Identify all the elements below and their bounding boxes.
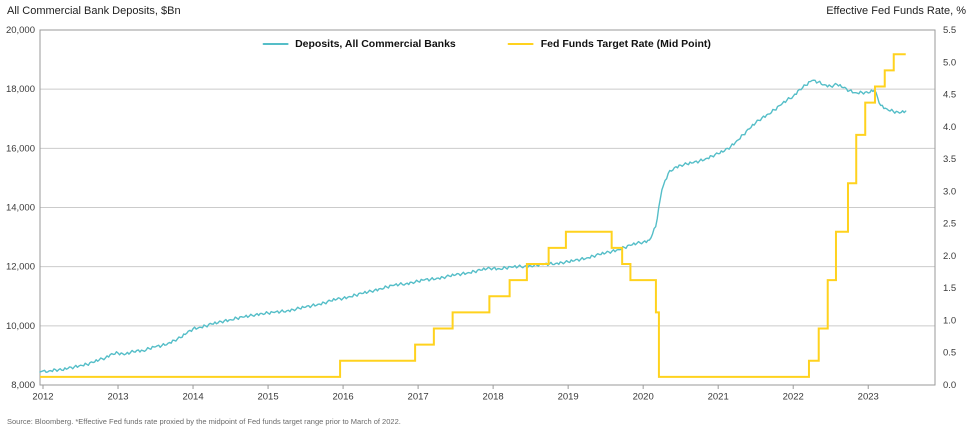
x-axis-year-label: 2022 [783,392,804,403]
legend: Deposits, All Commercial Banks Fed Funds… [262,38,711,50]
y-axis-right-tick-label: 1.5 [943,283,956,294]
x-axis-year-label: 2013 [107,392,128,403]
x-axis-year-label: 2012 [32,392,53,403]
deposits-series-line [39,79,907,373]
legend-item-deposits: Deposits, All Commercial Banks [262,38,456,50]
y-axis-right-tick-label: 3.0 [943,186,956,197]
y-axis-right-tick-label: 2.5 [943,219,956,230]
x-axis-year-label: 2019 [558,392,579,403]
x-axis-year-label: 2018 [483,392,504,403]
left-axis-title: All Commercial Bank Deposits, $Bn [7,5,181,17]
x-axis-year-label: 2014 [182,392,203,403]
x-axis-year-label: 2020 [633,392,654,403]
y-axis-left-tick-label: 8,000 [11,380,35,391]
y-axis-right-tick-label: 5.0 [943,57,956,68]
x-axis-year-label: 2021 [708,392,729,403]
y-axis-left-tick-label: 14,000 [6,203,35,214]
fed-funds-series-line [40,53,906,378]
x-axis-year-label: 2017 [408,392,429,403]
right-axis-title: Effective Fed Funds Rate, % [826,5,966,17]
y-axis-right-tick-label: 0.0 [943,380,956,391]
y-axis-right-tick-label: 0.5 [943,348,956,359]
y-axis-right-tick-label: 1.0 [943,315,956,326]
y-axis-left-tick-label: 18,000 [6,84,35,95]
y-axis-right-tick-label: 4.0 [943,122,956,133]
plot-border [39,29,936,386]
x-axis-year-label: 2015 [257,392,278,403]
deposits-line-swatch [262,42,289,46]
source-note: Source: Bloomberg. *Effective Fed funds … [7,417,401,426]
legend-label-deposits: Deposits, All Commercial Banks [295,38,456,50]
legend-item-fed-funds: Fed Funds Target Rate (Mid Point) [507,38,711,50]
legend-label-fed-funds: Fed Funds Target Rate (Mid Point) [540,38,711,50]
y-axis-left-tick-label: 10,000 [6,321,35,332]
y-axis-left-tick-label: 20,000 [6,25,35,36]
y-axis-right-tick-label: 5.5 [943,25,956,36]
fed-funds-line-swatch [507,42,534,46]
x-axis-year-label: 2016 [333,392,354,403]
y-axis-left-tick-label: 12,000 [6,262,35,273]
y-axis-right-tick-label: 2.0 [943,251,956,262]
y-axis-right-tick-label: 4.5 [943,90,956,101]
y-axis-left-tick-label: 16,000 [6,143,35,154]
x-axis-year-label: 2023 [858,392,879,403]
y-axis-right-tick-label: 3.5 [943,154,956,165]
